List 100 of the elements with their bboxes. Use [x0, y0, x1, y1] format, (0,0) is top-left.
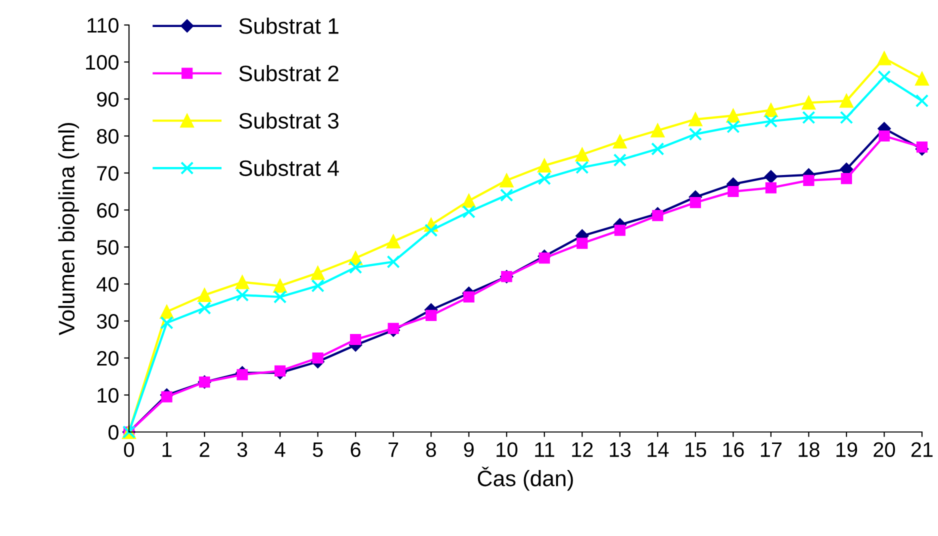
x-tick-label: 8: [426, 442, 436, 458]
point: [424, 224, 438, 237]
legend-label: Substrat 1: [239, 18, 338, 34]
point: [348, 260, 362, 274]
x-tick-label: 13: [610, 442, 631, 458]
point: [537, 158, 552, 173]
point: [878, 130, 890, 142]
point: [765, 182, 777, 194]
y-tick-label: 10: [98, 388, 118, 403]
x-tick-label: 1: [162, 442, 172, 457]
point: [652, 210, 664, 222]
point: [878, 70, 891, 84]
x-tick-label: 2: [200, 442, 210, 457]
y-tick-label: 0: [108, 425, 118, 440]
point: [612, 134, 627, 148]
x-axis-title: Čas (dan): [478, 466, 573, 491]
point: [386, 234, 400, 248]
point: [538, 172, 551, 186]
y-tick-label: 60: [97, 203, 118, 218]
point: [311, 279, 324, 292]
point: [650, 124, 665, 138]
y-tick-label: 20: [97, 351, 118, 366]
x-tick-label: 4: [274, 442, 286, 457]
point: [310, 266, 325, 280]
point: [802, 96, 816, 110]
point: [426, 310, 437, 322]
point: [350, 334, 362, 346]
point: [916, 142, 928, 153]
point: [160, 304, 174, 319]
x-tick-label: 16: [723, 442, 744, 458]
point: [690, 197, 701, 208]
point: [273, 278, 287, 293]
y-tick-label: 100: [86, 55, 118, 70]
y-tick-label: 80: [97, 129, 118, 144]
point: [500, 173, 514, 188]
point: [576, 238, 588, 249]
point: [915, 72, 929, 86]
legend-label: Substrat 4: [239, 160, 339, 176]
point: [386, 255, 400, 268]
point: [161, 391, 172, 402]
x-tick-label: 6: [350, 442, 360, 458]
point: [462, 205, 476, 218]
point: [840, 172, 852, 184]
x-tick-label: 10: [496, 442, 518, 458]
point: [726, 120, 740, 134]
point: [273, 290, 287, 304]
point: [764, 103, 778, 118]
y-tick-label: 40: [96, 277, 118, 292]
x-tick-label: 17: [760, 442, 782, 457]
point: [840, 110, 854, 124]
point: [388, 322, 399, 334]
y-tick-label: 50: [96, 240, 118, 255]
point: [877, 51, 892, 66]
point: [274, 365, 286, 377]
point: [688, 128, 702, 141]
y-tick-label: 30: [96, 314, 118, 329]
point: [915, 94, 929, 108]
point: [463, 291, 474, 303]
point: [803, 174, 814, 186]
x-tick-label: 9: [464, 442, 474, 458]
point: [198, 301, 212, 315]
x-tick-label: 19: [836, 442, 858, 458]
x-tick-label: 21: [911, 442, 933, 457]
y-tick-label: 70: [97, 166, 118, 181]
point: [802, 110, 816, 124]
x-tick-label: 15: [685, 442, 706, 458]
point: [728, 186, 739, 198]
point: [236, 288, 249, 302]
point: [726, 108, 740, 123]
point: [312, 352, 324, 364]
y-axis-title: Volumen bioplina (ml): [58, 123, 79, 336]
point: [651, 142, 664, 156]
point: [688, 112, 702, 126]
point: [613, 153, 627, 167]
point: [198, 288, 212, 302]
point: [764, 170, 778, 184]
point: [235, 275, 250, 290]
x-tick-label: 20: [874, 442, 896, 458]
legend-label: Substrat 2: [239, 64, 338, 82]
x-tick-label: 14: [648, 442, 669, 457]
point: [840, 94, 854, 108]
x-tick-label: 7: [388, 442, 398, 457]
x-tick-label: 0: [124, 442, 134, 458]
point: [576, 160, 589, 174]
x-tick-label: 18: [798, 442, 820, 458]
point: [236, 369, 248, 380]
point: [160, 316, 174, 330]
legend-label: Substrat 3: [239, 112, 339, 129]
y-tick-label: 90: [97, 92, 118, 107]
point: [500, 188, 514, 202]
x-tick-label: 12: [572, 442, 593, 457]
x-tick-label: 11: [535, 442, 554, 457]
point: [538, 252, 550, 264]
x-tick-label: 5: [312, 442, 323, 458]
point: [614, 224, 626, 236]
point: [575, 148, 590, 162]
point: [764, 114, 778, 128]
x-tick-label: 3: [237, 442, 248, 458]
y-tick-label: 110: [88, 18, 118, 33]
point: [462, 194, 476, 208]
